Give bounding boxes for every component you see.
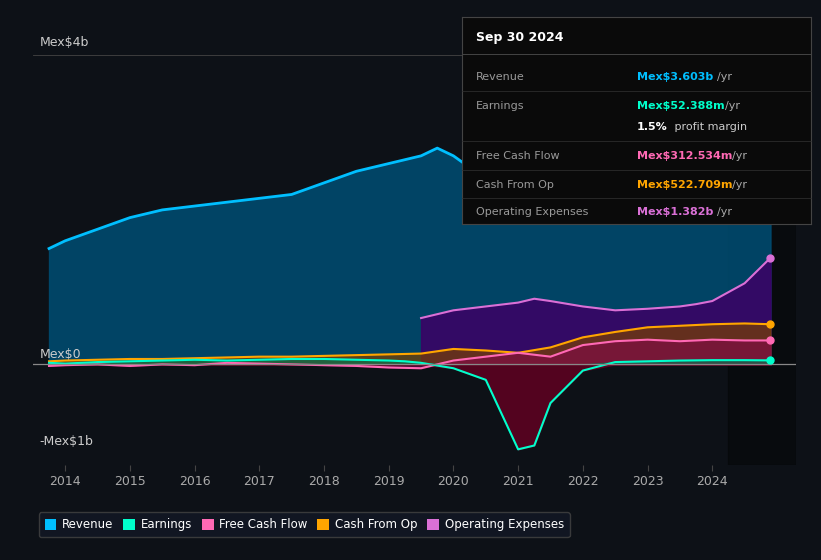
Text: Mex$0: Mex$0 — [39, 348, 81, 361]
Text: profit margin: profit margin — [671, 122, 747, 132]
Text: /yr: /yr — [717, 72, 732, 82]
Text: Mex$52.388m: Mex$52.388m — [637, 101, 724, 111]
Text: Mex$522.709m: Mex$522.709m — [637, 180, 732, 190]
Text: Revenue: Revenue — [476, 72, 525, 82]
Bar — [728, 17, 796, 465]
Text: Free Cash Flow: Free Cash Flow — [476, 151, 560, 161]
Legend: Revenue, Earnings, Free Cash Flow, Cash From Op, Operating Expenses: Revenue, Earnings, Free Cash Flow, Cash … — [39, 512, 570, 537]
Text: Sep 30 2024: Sep 30 2024 — [476, 31, 564, 44]
Text: Operating Expenses: Operating Expenses — [476, 207, 589, 217]
Text: /yr: /yr — [732, 151, 747, 161]
Text: /yr: /yr — [725, 101, 740, 111]
Text: Earnings: Earnings — [476, 101, 525, 111]
Text: Mex$3.603b: Mex$3.603b — [637, 72, 713, 82]
Text: /yr: /yr — [732, 180, 747, 190]
Text: Mex$1.382b: Mex$1.382b — [637, 207, 713, 217]
Text: 1.5%: 1.5% — [637, 122, 667, 132]
Text: -Mex$1b: -Mex$1b — [39, 435, 94, 448]
Text: /yr: /yr — [717, 207, 732, 217]
Text: Mex$4b: Mex$4b — [39, 36, 89, 49]
Text: Mex$312.534m: Mex$312.534m — [637, 151, 732, 161]
Text: Cash From Op: Cash From Op — [476, 180, 554, 190]
